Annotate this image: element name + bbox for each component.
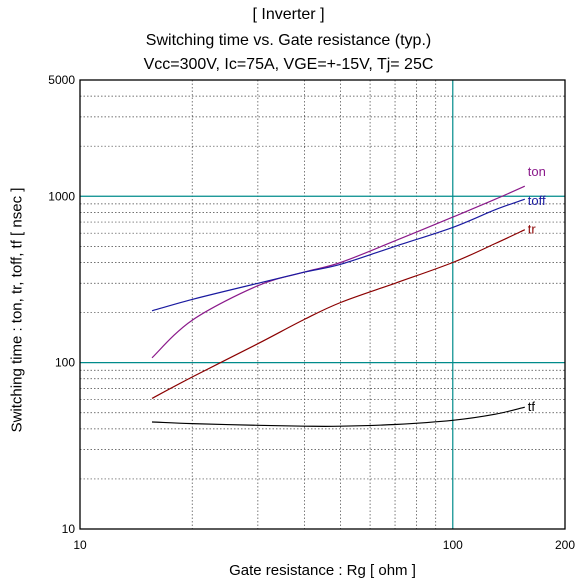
x-axis-label: Gate resistance : Rg [ ohm ]: [229, 562, 416, 579]
chart-title: [ Inverter ]: [252, 6, 325, 23]
x-tick-label: 10: [73, 538, 87, 552]
y-tick-label: 10: [62, 522, 76, 536]
chart-subtitle: Switching time vs. Gate resistance (typ.…: [145, 32, 432, 49]
x-tick-label: 100: [443, 538, 463, 552]
grid-lines: [80, 80, 565, 529]
x-tick-label: 200: [555, 538, 575, 552]
y-tick-label: 100: [55, 356, 75, 370]
series-line-tf: [151, 406, 525, 427]
y-tick-label: 1000: [48, 189, 75, 203]
y-axis-label: Switching time : ton, tr, toff, tf [ nse…: [8, 187, 26, 433]
series-label-toff: toff: [528, 193, 546, 208]
series-label-tf: tf: [528, 399, 536, 414]
chart-conditions: Vcc=300V, Ic=75A, VGE=+-15V, Tj= 25C: [143, 56, 434, 73]
series-layer: ton toff tr tf: [151, 164, 546, 427]
plot-frame: [79, 79, 566, 530]
series-line-tr: [151, 229, 526, 399]
series-label-ton: ton: [528, 164, 546, 179]
y-tick-label: 5000: [48, 73, 75, 87]
axis-ticks: 10 100 200 10 100 1000 5000: [48, 73, 575, 552]
series-label-tr: tr: [528, 222, 537, 237]
series-line-ton: [151, 185, 526, 359]
series-line-toff: [151, 198, 526, 312]
